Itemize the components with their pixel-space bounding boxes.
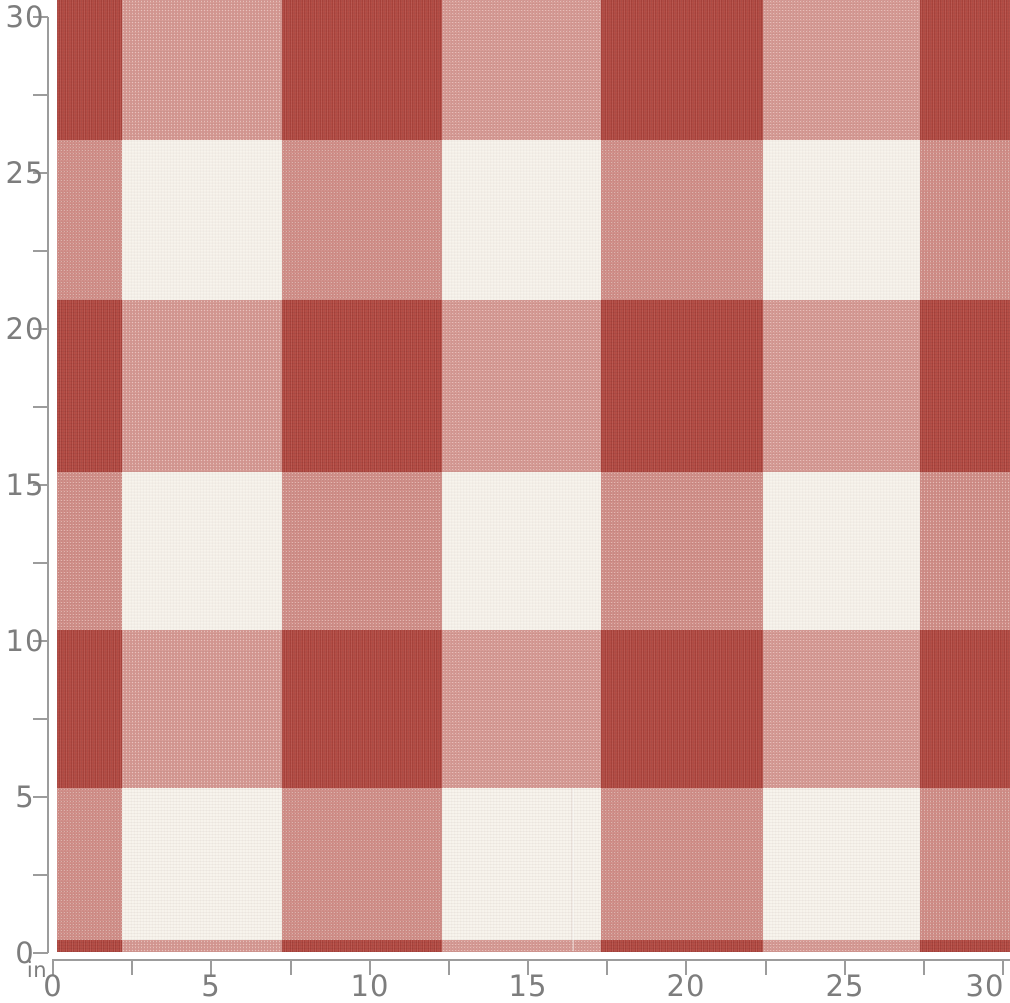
fabric-check-cell	[601, 940, 763, 952]
bottom-ruler-tick	[844, 959, 846, 975]
left-ruler-tick	[33, 328, 48, 330]
left-ruler-label: 25	[5, 156, 45, 190]
left-ruler-tick	[33, 406, 48, 408]
fabric-check-cell	[763, 630, 920, 788]
fabric-check-cell	[282, 788, 442, 940]
left-ruler-tick	[33, 718, 48, 720]
fabric-check-cell	[122, 140, 282, 300]
fabric-check-cell	[763, 0, 920, 140]
bottom-ruler-tick	[369, 959, 371, 975]
fabric-check-cell	[763, 940, 920, 952]
fabric-check-cell	[442, 630, 601, 788]
left-ruler-label: 30	[5, 0, 45, 34]
left-ruler-line	[47, 17, 49, 953]
bottom-ruler-tick	[1002, 959, 1004, 975]
fabric-check-cell	[57, 940, 122, 952]
fabric-check-cell	[282, 940, 442, 952]
left-ruler-tick	[33, 796, 48, 798]
left-ruler-tick	[33, 250, 48, 252]
bottom-ruler-tick	[290, 959, 292, 975]
fabric-check-cell	[57, 472, 122, 630]
fabric-check-cell	[122, 940, 282, 952]
fabric-check-cell	[57, 140, 122, 300]
fabric-check-cell	[282, 300, 442, 472]
fabric-check-cell	[57, 630, 122, 788]
fabric-check-cell	[442, 300, 601, 472]
fabric-check-cell	[442, 472, 601, 630]
fabric-check-cell	[57, 788, 122, 940]
bottom-ruler-tick	[448, 959, 450, 975]
bottom-ruler-label: 20	[666, 969, 706, 1003]
fabric-check-cell	[763, 300, 920, 472]
fabric-check-cell	[282, 472, 442, 630]
left-ruler-tick	[33, 874, 48, 876]
bottom-ruler-label: 5	[201, 969, 221, 1003]
bottom-ruler-label: 0	[43, 969, 63, 1003]
fabric-check-cell	[763, 472, 920, 630]
left-ruler-label: 10	[5, 624, 45, 658]
fabric-check-cell	[601, 788, 763, 940]
bottom-ruler-tick	[527, 959, 529, 975]
fabric-photo	[57, 0, 1010, 952]
fabric-check-cell	[122, 0, 282, 140]
left-ruler-tick	[33, 172, 48, 174]
left-ruler-tick	[33, 952, 48, 954]
fabric-check-cell	[282, 140, 442, 300]
fabric-check-cell	[122, 788, 282, 940]
fabric-check-cell	[920, 788, 1010, 940]
fabric-check-cell	[122, 472, 282, 630]
fabric-check-cell	[282, 0, 442, 140]
fabric-check-cell	[763, 788, 920, 940]
left-ruler-tick	[33, 94, 48, 96]
fabric-check-cell	[601, 472, 763, 630]
left-ruler-tick	[33, 640, 48, 642]
bottom-ruler-tick	[606, 959, 608, 975]
bottom-ruler-label: 10	[350, 969, 390, 1003]
bottom-ruler-tick	[765, 959, 767, 975]
fabric-check-cell	[122, 630, 282, 788]
bottom-ruler-tick	[131, 959, 133, 975]
left-ruler-label: 5	[15, 780, 35, 814]
fabric-check-cell	[920, 0, 1010, 140]
bottom-ruler-tick	[210, 959, 212, 975]
fabric-check-cell	[601, 140, 763, 300]
fabric-check-cell	[601, 300, 763, 472]
fabric-check-cell	[763, 140, 920, 300]
fabric-check-cell	[442, 0, 601, 140]
fabric-check-cell	[282, 630, 442, 788]
bottom-ruler-tick	[52, 959, 54, 975]
fabric-check-cell	[920, 300, 1010, 472]
fabric-check-cell	[442, 788, 601, 940]
fabric-check-cell	[122, 300, 282, 472]
left-ruler-label: 15	[5, 468, 45, 502]
fabric-check-cell	[920, 630, 1010, 788]
bottom-ruler-line	[53, 959, 1010, 961]
fabric-check-cell	[57, 0, 122, 140]
bottom-ruler-tick	[923, 959, 925, 975]
bottom-ruler-tick	[685, 959, 687, 975]
left-ruler-label: 20	[5, 312, 45, 346]
fabric-check-cell	[442, 140, 601, 300]
bottom-ruler-label: 25	[825, 969, 865, 1003]
fabric-check-cell	[601, 630, 763, 788]
left-ruler-tick	[33, 16, 48, 18]
bottom-ruler-label: 30	[965, 969, 1005, 1003]
fabric-check-cell	[442, 940, 601, 952]
fabric-check-cell	[57, 300, 122, 472]
fabric-check-cell	[920, 472, 1010, 630]
ruler-unit-label: in	[26, 958, 48, 982]
bottom-ruler-label: 15	[508, 969, 548, 1003]
fabric-check-cell	[920, 140, 1010, 300]
left-ruler-tick	[33, 562, 48, 564]
fabric-check-cell	[601, 0, 763, 140]
left-ruler-tick	[33, 484, 48, 486]
left-ruler-label: 0	[15, 936, 35, 970]
fabric-check-cell	[920, 940, 1010, 952]
